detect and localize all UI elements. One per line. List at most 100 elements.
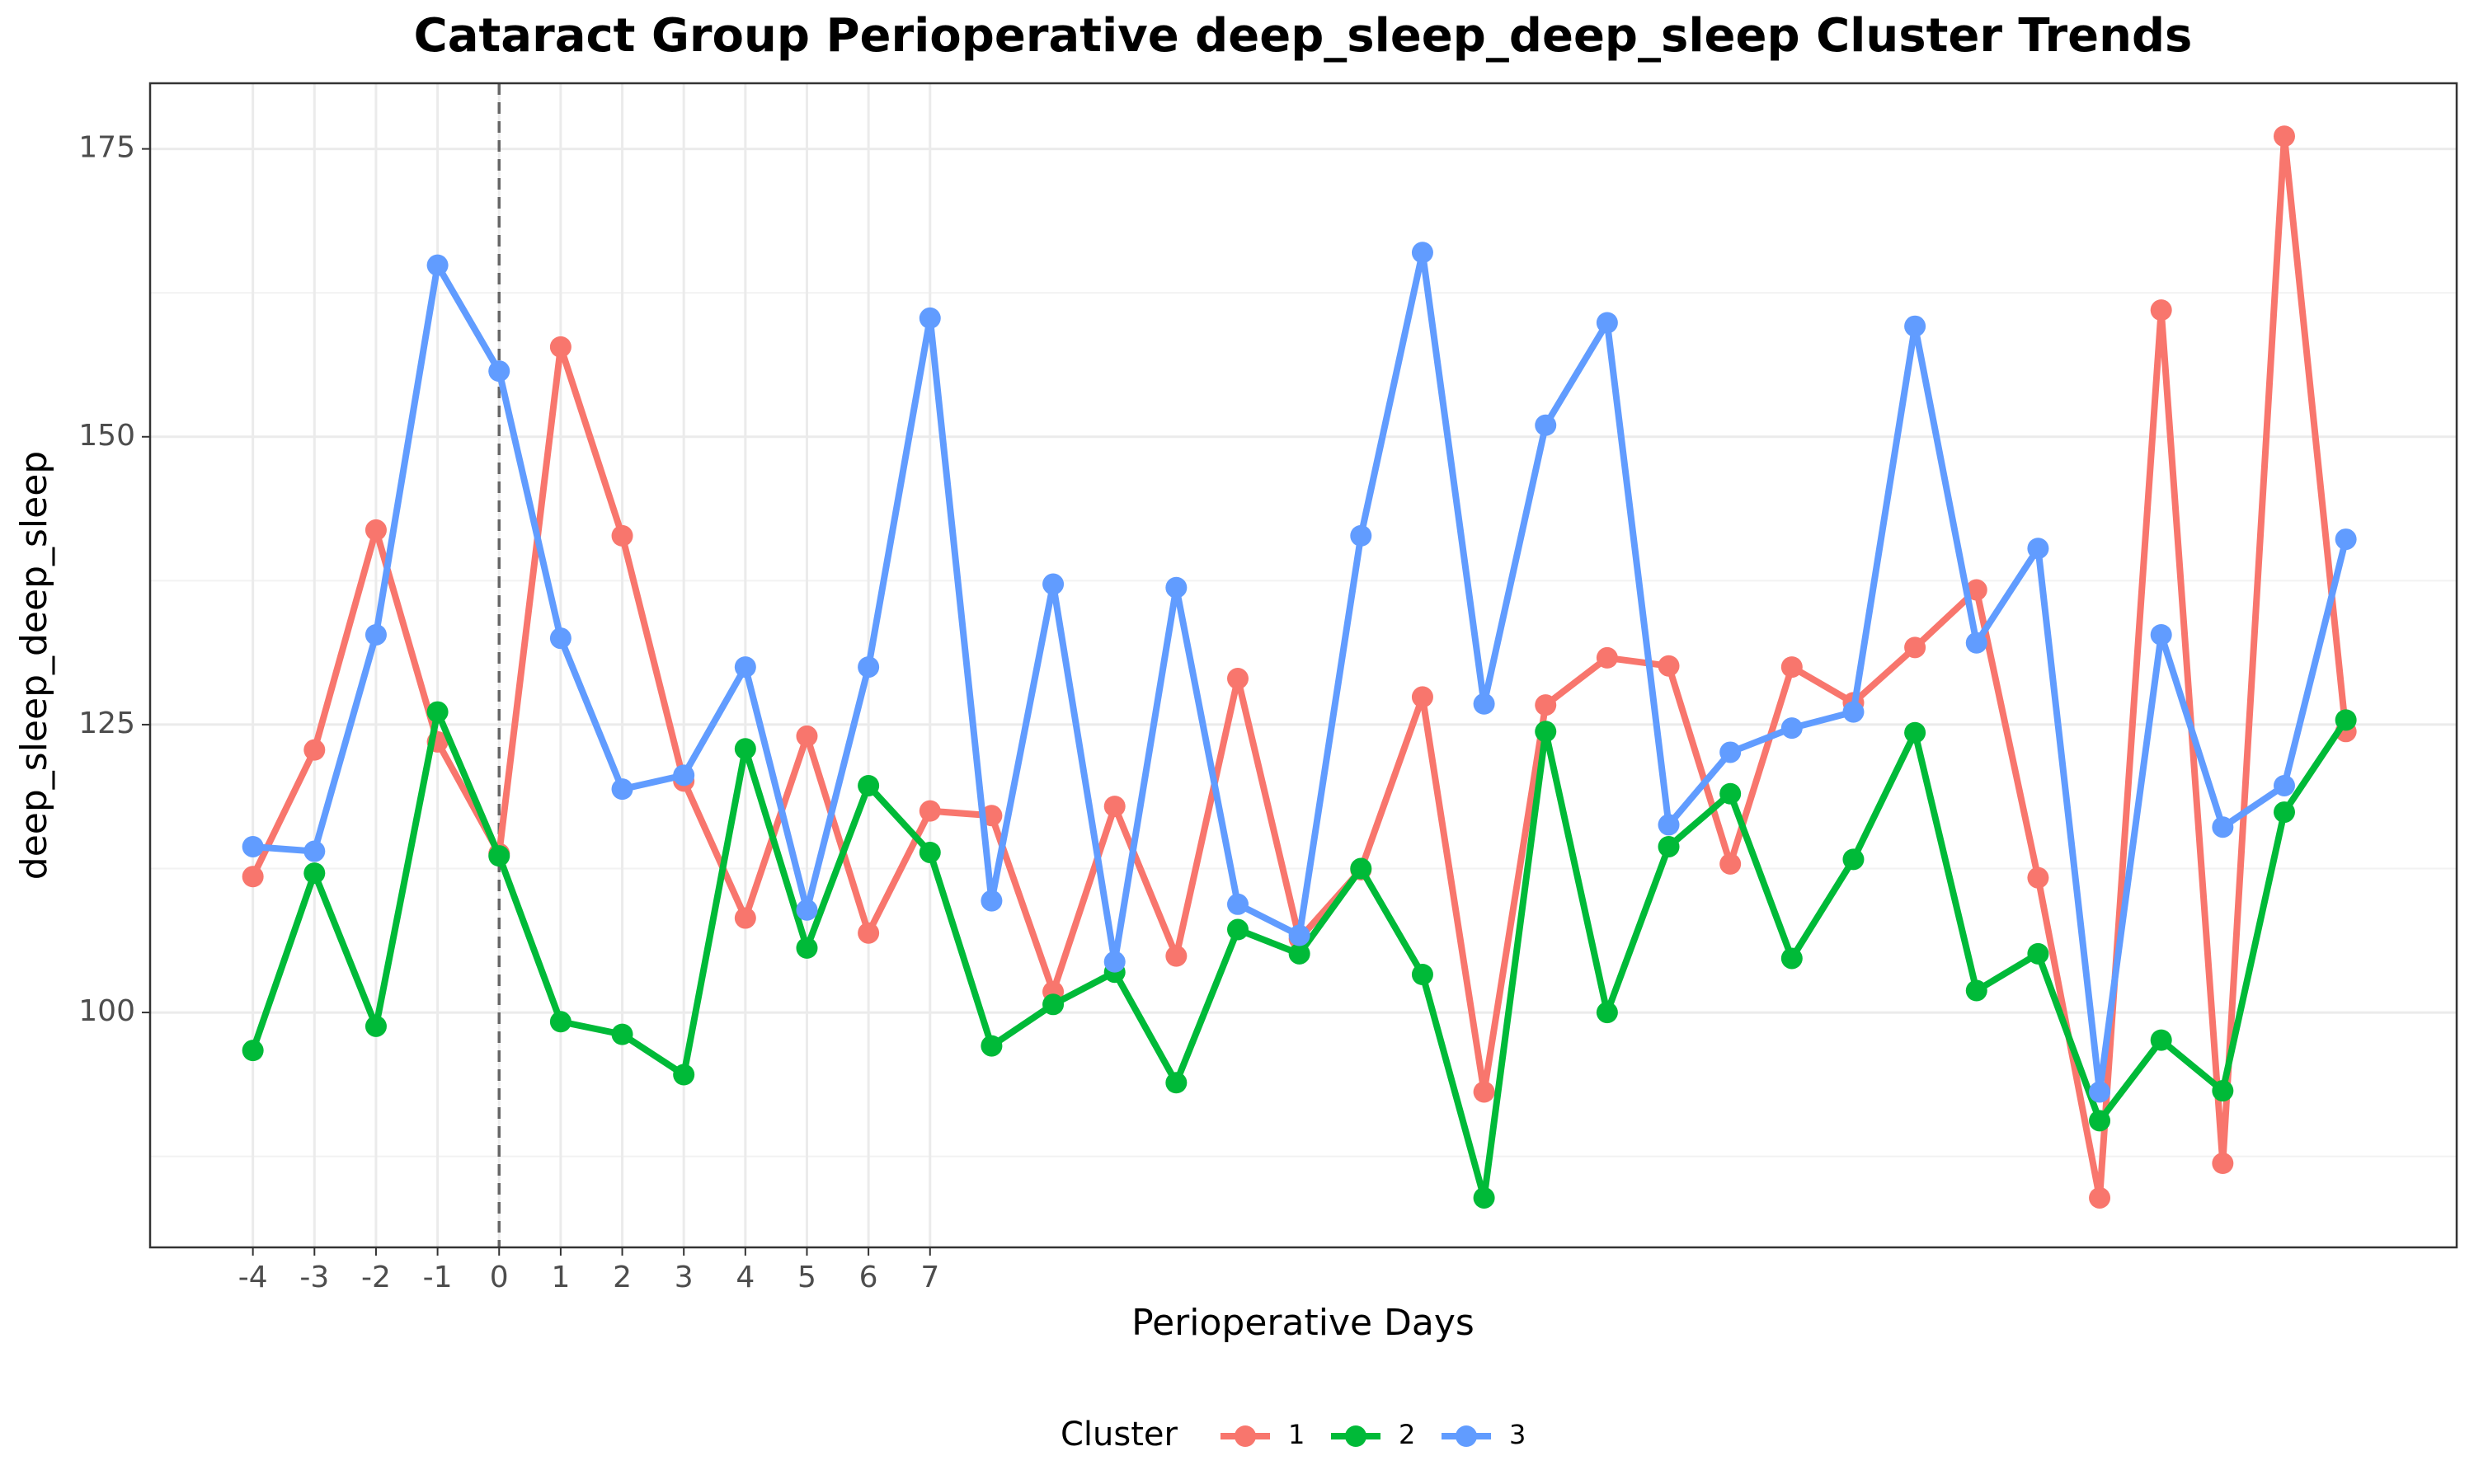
data-point [1473, 1081, 1495, 1103]
data-point [1596, 312, 1618, 334]
data-point [303, 840, 326, 862]
data-point [1042, 993, 1065, 1016]
data-point [365, 1015, 387, 1037]
data-point [858, 656, 880, 679]
data-point [2150, 1029, 2172, 1051]
data-point [1227, 668, 1249, 690]
data-point [2089, 1081, 2111, 1103]
data-point [2335, 709, 2357, 731]
data-point [734, 656, 756, 679]
data-point [549, 1011, 571, 1033]
data-point [242, 835, 264, 857]
data-point [303, 739, 326, 761]
data-point [1288, 924, 1310, 946]
data-point [1042, 573, 1065, 595]
data-point [2273, 801, 2295, 824]
data-point [796, 725, 818, 747]
data-point [1596, 646, 1618, 669]
data-point [242, 1040, 264, 1062]
data-point [488, 845, 510, 867]
data-point [1658, 655, 1680, 677]
data-point [1165, 576, 1188, 599]
data-point [2335, 528, 2357, 551]
data-point [2212, 1153, 2234, 1175]
legend-label: 1 [1288, 1419, 1305, 1450]
data-point [1350, 524, 1372, 547]
data-point [981, 890, 1003, 912]
data-point [611, 524, 633, 547]
data-point [1473, 693, 1495, 715]
data-point [2089, 1186, 2111, 1209]
chart-title: Cataract Group Perioperative deep_sleep_… [414, 9, 2193, 63]
data-point [1904, 315, 1926, 337]
x-tick-label: 3 [675, 1261, 694, 1294]
data-point [919, 841, 941, 863]
data-point [673, 1064, 695, 1086]
data-point [1904, 721, 1926, 744]
data-point [611, 1023, 633, 1045]
data-point [2027, 942, 2049, 965]
data-point [1411, 686, 1433, 708]
data-point [734, 738, 756, 760]
data-point [549, 627, 571, 650]
y-tick-label: 150 [78, 419, 135, 453]
data-point [1842, 701, 1865, 723]
data-point [1965, 979, 1987, 1002]
data-point [673, 764, 695, 787]
data-point [981, 1035, 1003, 1057]
data-point [796, 899, 818, 921]
data-point [1780, 656, 1803, 679]
data-point [919, 307, 941, 329]
data-point [2150, 623, 2172, 646]
data-point [858, 774, 880, 796]
data-point [858, 922, 880, 944]
data-point [1719, 782, 1742, 805]
y-tick-label: 100 [78, 994, 135, 1028]
data-point [488, 360, 510, 383]
x-tick-label: 5 [797, 1261, 816, 1294]
data-point [2027, 866, 2049, 889]
data-point [611, 778, 633, 801]
data-point [1904, 636, 1926, 659]
y-tick-label: 125 [78, 707, 135, 740]
data-point [1350, 857, 1372, 880]
y-axis-title: deep_sleep_deep_sleep [13, 451, 55, 880]
data-point [2273, 774, 2295, 796]
data-point [1165, 945, 1188, 967]
data-point [1719, 741, 1742, 763]
data-point [796, 937, 818, 959]
data-point [1842, 848, 1865, 871]
data-point [1535, 414, 1557, 436]
data-point [426, 254, 449, 276]
data-point [1411, 963, 1433, 985]
data-point [2212, 816, 2234, 838]
data-point [303, 862, 326, 885]
data-point [2273, 125, 2295, 148]
legend-title: Cluster [1061, 1416, 1178, 1453]
data-point [365, 623, 387, 646]
data-point [1103, 951, 1126, 973]
data-point [1165, 1072, 1188, 1094]
data-point [1473, 1186, 1495, 1209]
x-tick-label: 1 [551, 1261, 570, 1294]
data-point [1103, 796, 1126, 818]
x-tick-label: -4 [238, 1261, 268, 1294]
data-point [1965, 632, 1987, 654]
data-point [1227, 918, 1249, 941]
data-point [1719, 852, 1742, 875]
data-point [2027, 538, 2049, 560]
y-tick-label: 175 [78, 131, 135, 165]
x-tick-label: -1 [423, 1261, 453, 1294]
x-tick-label: 0 [490, 1261, 509, 1294]
x-tick-label: 4 [736, 1261, 755, 1294]
data-point [1535, 721, 1557, 743]
data-point [1965, 579, 1987, 601]
legend-key-point [1345, 1425, 1366, 1447]
panel-border [148, 82, 2458, 1249]
data-point [734, 907, 756, 929]
data-point [1658, 814, 1680, 836]
x-tick-label: 7 [920, 1261, 939, 1294]
x-tick-label: -2 [361, 1261, 391, 1294]
